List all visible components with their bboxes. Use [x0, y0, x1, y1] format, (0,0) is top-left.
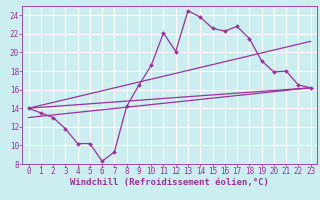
X-axis label: Windchill (Refroidissement éolien,°C): Windchill (Refroidissement éolien,°C): [70, 178, 269, 187]
